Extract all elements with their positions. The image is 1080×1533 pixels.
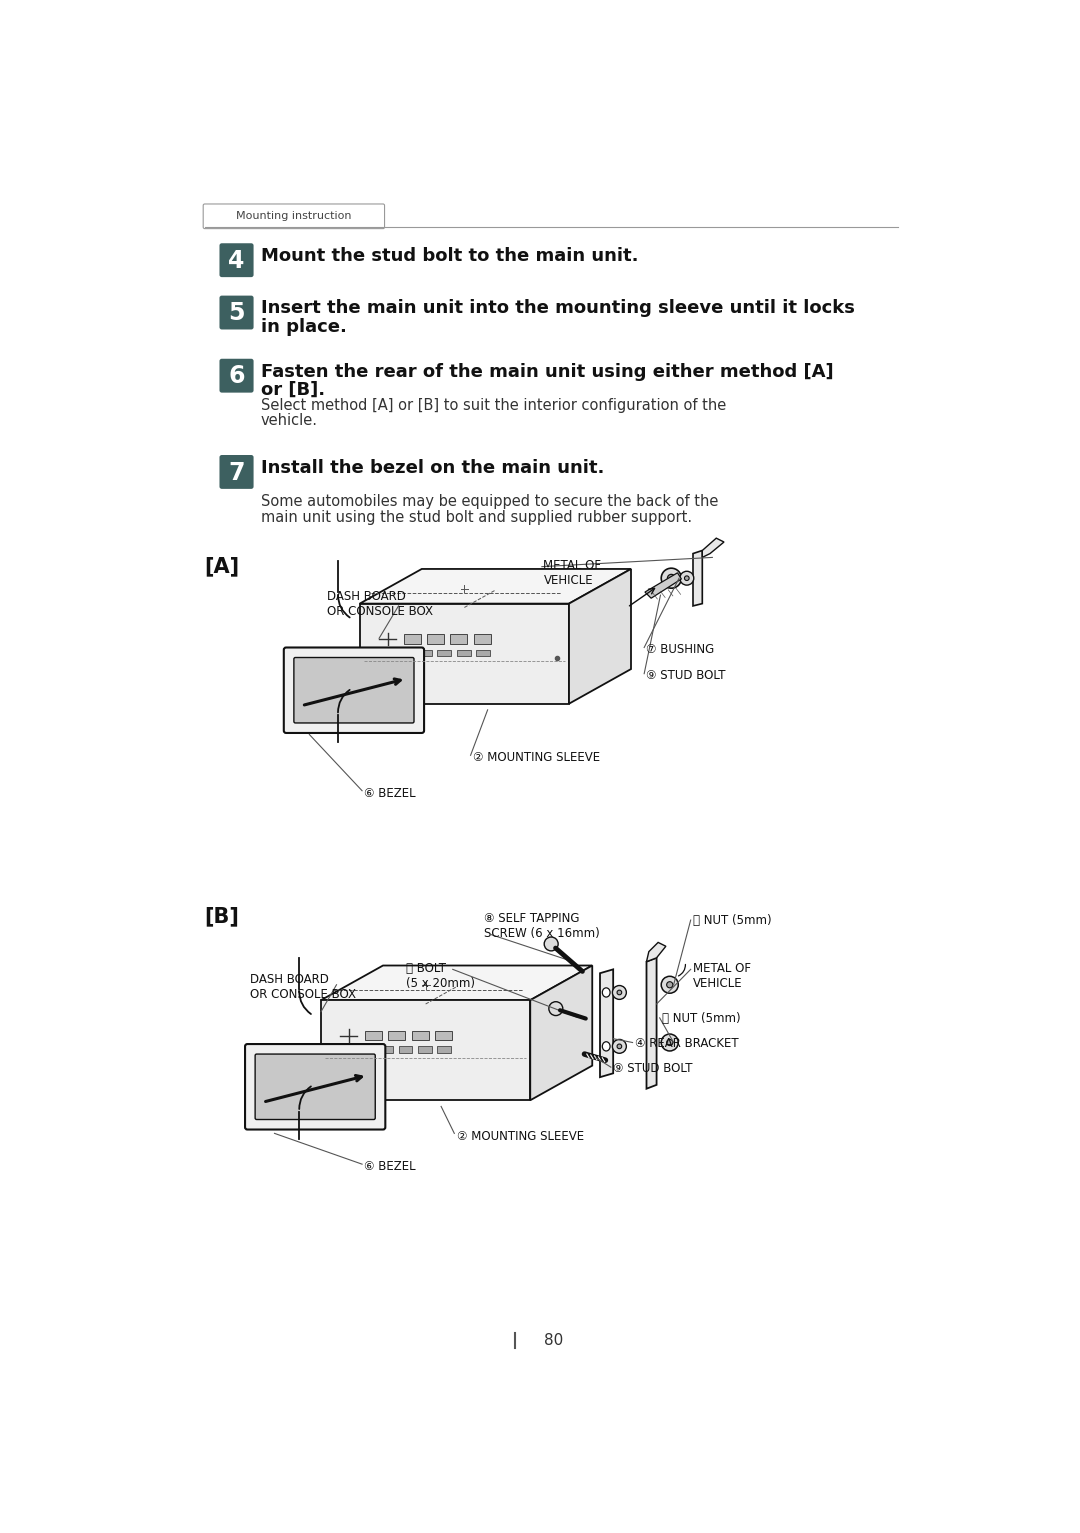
Circle shape bbox=[544, 937, 558, 950]
Text: in place.: in place. bbox=[260, 317, 347, 336]
Circle shape bbox=[666, 981, 673, 987]
Polygon shape bbox=[569, 569, 631, 704]
Text: Mounting instruction: Mounting instruction bbox=[237, 212, 352, 221]
Text: main unit using the stud bolt and supplied rubber support.: main unit using the stud bolt and suppli… bbox=[260, 509, 691, 524]
Polygon shape bbox=[647, 958, 657, 1088]
Bar bbox=[437, 1047, 451, 1053]
Circle shape bbox=[612, 986, 626, 1000]
Bar bbox=[457, 650, 471, 656]
Polygon shape bbox=[645, 573, 681, 598]
Bar bbox=[418, 1047, 432, 1053]
Text: 4: 4 bbox=[228, 248, 245, 273]
FancyBboxPatch shape bbox=[284, 647, 424, 733]
Text: vehicle.: vehicle. bbox=[260, 414, 318, 428]
Text: ② MOUNTING SLEEVE: ② MOUNTING SLEEVE bbox=[457, 1130, 584, 1142]
Polygon shape bbox=[360, 569, 631, 604]
Bar bbox=[476, 650, 490, 656]
Polygon shape bbox=[647, 943, 666, 961]
Bar bbox=[399, 1047, 413, 1053]
Circle shape bbox=[617, 990, 622, 995]
FancyBboxPatch shape bbox=[245, 1044, 386, 1130]
Text: ② MOUNTING SLEEVE: ② MOUNTING SLEEVE bbox=[473, 751, 600, 765]
Text: ⑦ BUSHING: ⑦ BUSHING bbox=[647, 642, 715, 656]
Circle shape bbox=[685, 576, 689, 581]
Bar bbox=[404, 635, 421, 644]
Text: ⑥ BEZEL: ⑥ BEZEL bbox=[364, 1160, 416, 1173]
Text: ⑥ BEZEL: ⑥ BEZEL bbox=[364, 786, 416, 800]
Bar bbox=[365, 1032, 382, 1041]
Circle shape bbox=[661, 1035, 678, 1052]
Bar bbox=[389, 1032, 405, 1041]
Text: ④ REAR BRACKET: ④ REAR BRACKET bbox=[635, 1038, 739, 1050]
Polygon shape bbox=[530, 966, 592, 1101]
Text: METAL OF
VEHICLE: METAL OF VEHICLE bbox=[543, 560, 602, 587]
Text: 5: 5 bbox=[228, 302, 245, 325]
Circle shape bbox=[661, 977, 678, 993]
Polygon shape bbox=[600, 969, 613, 1078]
Bar bbox=[360, 1047, 374, 1053]
Text: ⑨ STUD BOLT: ⑨ STUD BOLT bbox=[647, 668, 726, 682]
FancyBboxPatch shape bbox=[255, 1055, 375, 1119]
Bar bbox=[437, 650, 451, 656]
Circle shape bbox=[617, 1044, 622, 1049]
FancyBboxPatch shape bbox=[294, 658, 414, 724]
Bar bbox=[428, 635, 444, 644]
FancyBboxPatch shape bbox=[219, 296, 254, 330]
Bar bbox=[474, 635, 490, 644]
Text: 80: 80 bbox=[544, 1334, 563, 1348]
FancyBboxPatch shape bbox=[219, 359, 254, 392]
Bar bbox=[450, 635, 468, 644]
Text: ⑧ SELF TAPPING
SCREW (6 x 16mm): ⑧ SELF TAPPING SCREW (6 x 16mm) bbox=[484, 912, 599, 940]
FancyBboxPatch shape bbox=[219, 455, 254, 489]
Circle shape bbox=[549, 1001, 563, 1015]
Text: [A]: [A] bbox=[205, 556, 240, 576]
Circle shape bbox=[661, 569, 681, 589]
Bar bbox=[411, 1032, 429, 1041]
Text: ⑯ BOLT
(5 x 20mm): ⑯ BOLT (5 x 20mm) bbox=[406, 961, 475, 990]
Text: Select method [A] or [B] to suit the interior configuration of the: Select method [A] or [B] to suit the int… bbox=[260, 399, 726, 412]
Text: [B]: [B] bbox=[205, 906, 240, 926]
Text: 7: 7 bbox=[228, 461, 245, 484]
FancyBboxPatch shape bbox=[203, 204, 384, 228]
Text: METAL OF
VEHICLE: METAL OF VEHICLE bbox=[693, 961, 751, 990]
Text: DASH BOARD
OR CONSOLE BOX: DASH BOARD OR CONSOLE BOX bbox=[249, 973, 355, 1001]
Ellipse shape bbox=[603, 987, 610, 996]
Polygon shape bbox=[360, 604, 569, 704]
Text: ⑪ NUT (5mm): ⑪ NUT (5mm) bbox=[693, 914, 771, 927]
Text: ⑪ NUT (5mm): ⑪ NUT (5mm) bbox=[662, 1012, 741, 1024]
Ellipse shape bbox=[603, 1042, 610, 1052]
Text: Mount the stud bolt to the main unit.: Mount the stud bolt to the main unit. bbox=[260, 247, 638, 265]
Polygon shape bbox=[321, 966, 592, 1000]
Bar bbox=[435, 1032, 451, 1041]
Text: Fasten the rear of the main unit using either method [A]: Fasten the rear of the main unit using e… bbox=[260, 363, 833, 380]
Text: or [B].: or [B]. bbox=[260, 382, 325, 399]
Text: Insert the main unit into the mounting sleeve until it locks: Insert the main unit into the mounting s… bbox=[260, 299, 854, 317]
Bar bbox=[399, 650, 413, 656]
Polygon shape bbox=[321, 1000, 530, 1101]
Circle shape bbox=[666, 1039, 673, 1046]
Circle shape bbox=[667, 575, 675, 583]
Circle shape bbox=[612, 1039, 626, 1053]
Polygon shape bbox=[702, 538, 724, 558]
Polygon shape bbox=[693, 550, 702, 606]
Text: DASH BOARD
OR CONSOLE BOX: DASH BOARD OR CONSOLE BOX bbox=[327, 590, 433, 618]
Bar bbox=[379, 1047, 393, 1053]
Bar bbox=[418, 650, 432, 656]
Circle shape bbox=[679, 572, 693, 586]
Text: ⑨ STUD BOLT: ⑨ STUD BOLT bbox=[613, 1062, 692, 1075]
Text: Install the bezel on the main unit.: Install the bezel on the main unit. bbox=[260, 458, 604, 477]
FancyBboxPatch shape bbox=[219, 244, 254, 277]
Text: Some automobiles may be equipped to secure the back of the: Some automobiles may be equipped to secu… bbox=[260, 494, 718, 509]
Text: 6: 6 bbox=[228, 365, 245, 388]
